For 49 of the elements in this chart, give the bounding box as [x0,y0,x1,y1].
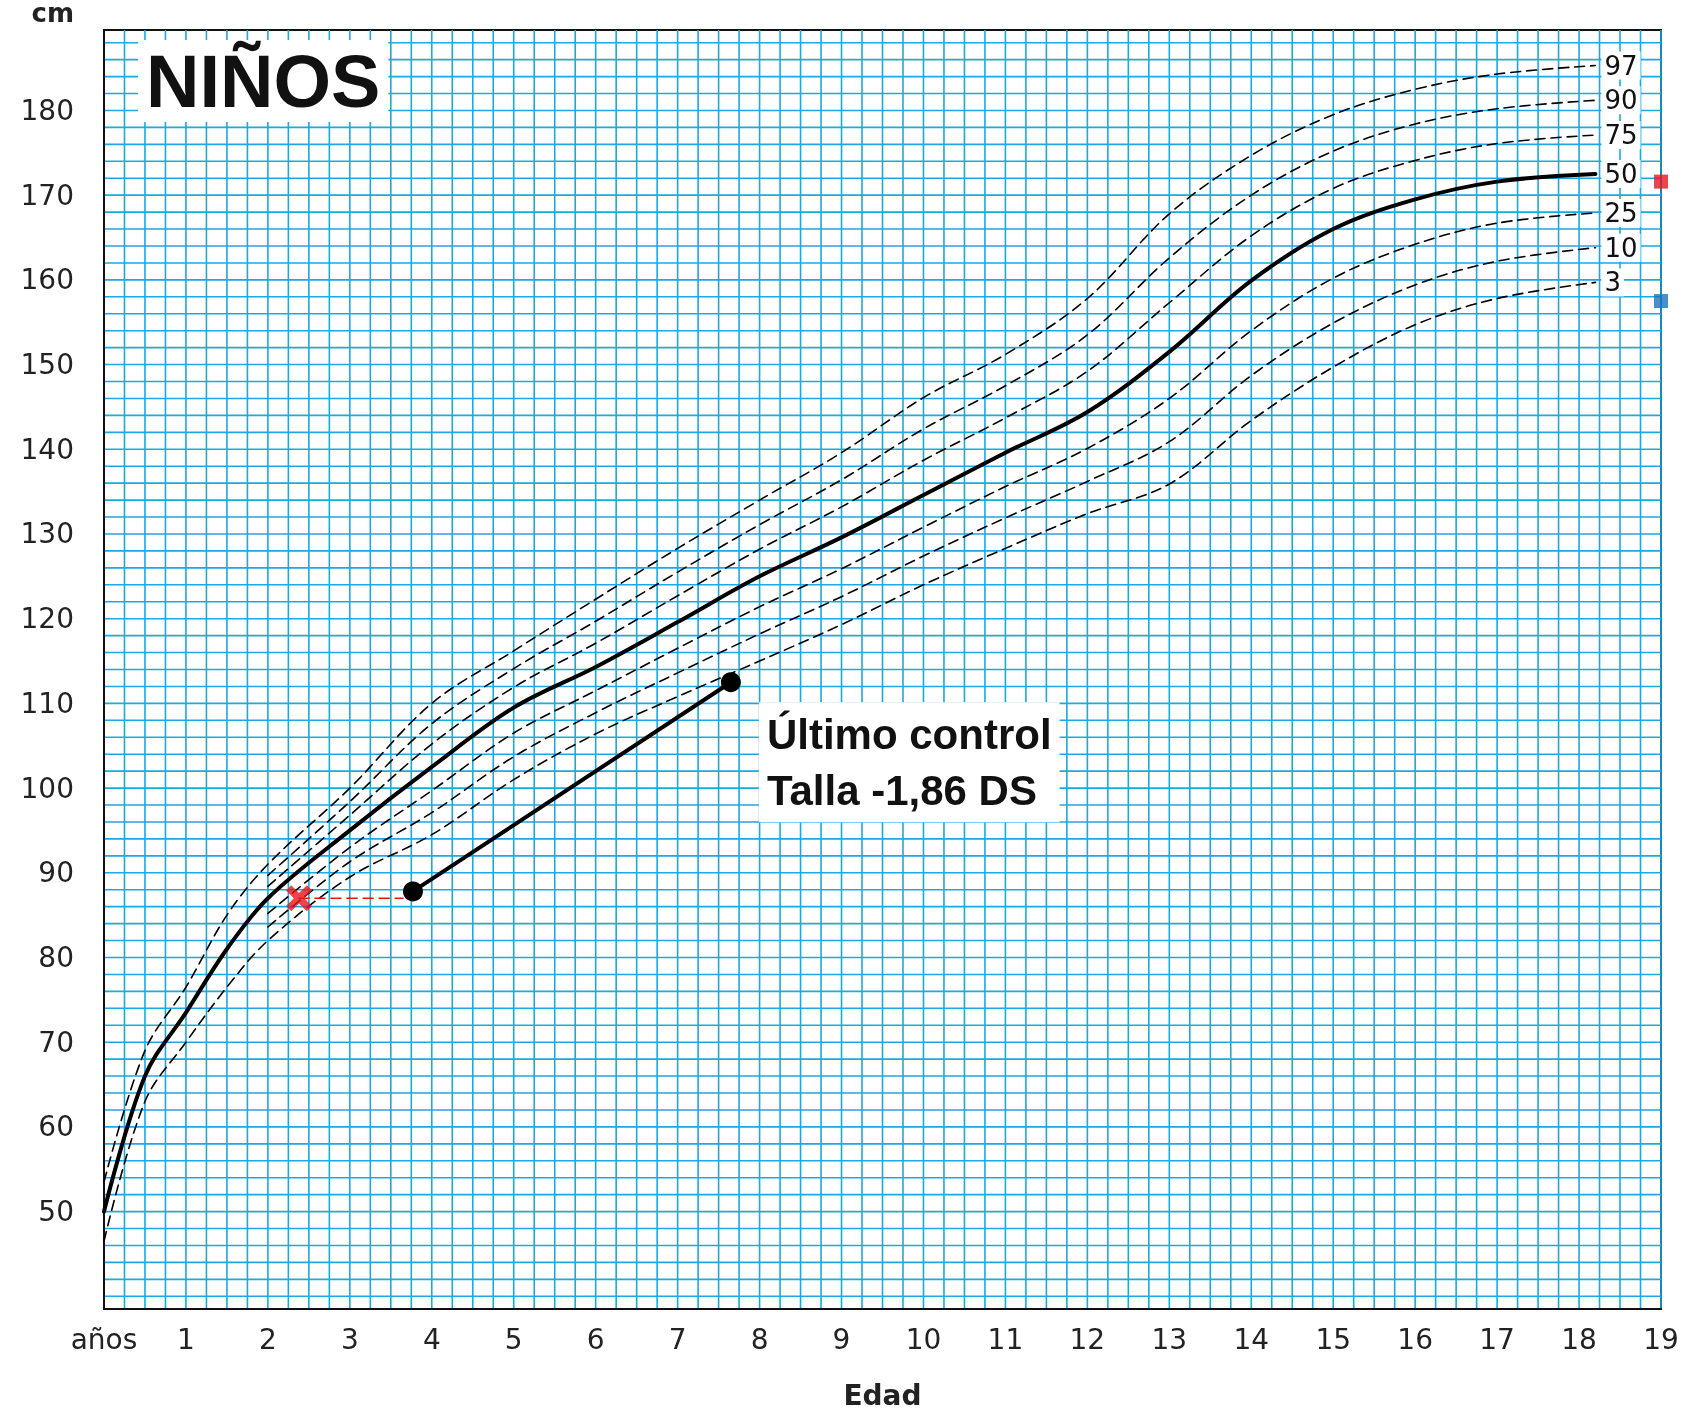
x-tick-label: 12 [1069,1322,1106,1356]
y-tick-label: 180 [20,93,74,127]
x-tick-label: 14 [1233,1322,1270,1356]
x-tick-label: 2 [258,1322,277,1356]
x-tick-label: 16 [1397,1322,1433,1356]
y-tick-label: 120 [20,602,74,636]
y-tick-label: 130 [20,517,74,551]
series-label: 10 [1604,232,1638,263]
series-label: 50 [1604,158,1638,189]
series-label: 75 [1604,120,1638,151]
x-tick-label: 1 [177,1322,195,1356]
y-tick-label: 140 [20,432,74,466]
y-tick-label: 60 [38,1110,74,1144]
y-tick-label: 170 [20,178,74,212]
y-tick-label: 50 [38,1195,74,1229]
point [286,885,313,912]
x-tick-label: 4 [422,1322,441,1356]
x-tick-label: 15 [1315,1322,1352,1356]
x-tick-label: 11 [987,1322,1024,1356]
x-tick-label: 6 [586,1322,605,1356]
y-tick-label: 150 [20,348,74,382]
x-tick-label: 7 [668,1322,687,1356]
x-tick-label: 8 [750,1322,769,1356]
x-axis-title: Edad [843,1378,922,1412]
annotation: Último control Talla -1,86 DS [766,709,1052,814]
y-tick-label: 100 [20,771,74,805]
x-tick-label: 18 [1561,1322,1597,1356]
series-label: 25 [1604,197,1638,228]
y-tick-label: 90 [38,856,74,890]
x-tick-label: 5 [504,1322,523,1356]
point [1654,294,1668,309]
x-tick-label: 13 [1151,1322,1188,1356]
x-tick-label: años [70,1322,138,1356]
point [720,672,741,693]
x-tick-label: 9 [832,1322,851,1356]
x-tick-label: 17 [1479,1322,1515,1356]
chart-title: NIÑOS [146,39,381,123]
series-label: 90 [1604,85,1638,116]
y-tick-label: 80 [38,940,74,974]
y-axis-title: cm [31,0,74,28]
series-label: 3 [1604,267,1621,298]
x-tick-label: 3 [340,1322,359,1356]
point [402,881,423,902]
series-label: 97 [1604,50,1638,81]
x-tick-label: 10 [905,1322,942,1356]
y-tick-label: 160 [20,263,74,297]
y-tick-label: 70 [38,1025,74,1059]
x-tick-label: 19 [1643,1322,1679,1356]
y-tick-label: 110 [20,686,74,720]
